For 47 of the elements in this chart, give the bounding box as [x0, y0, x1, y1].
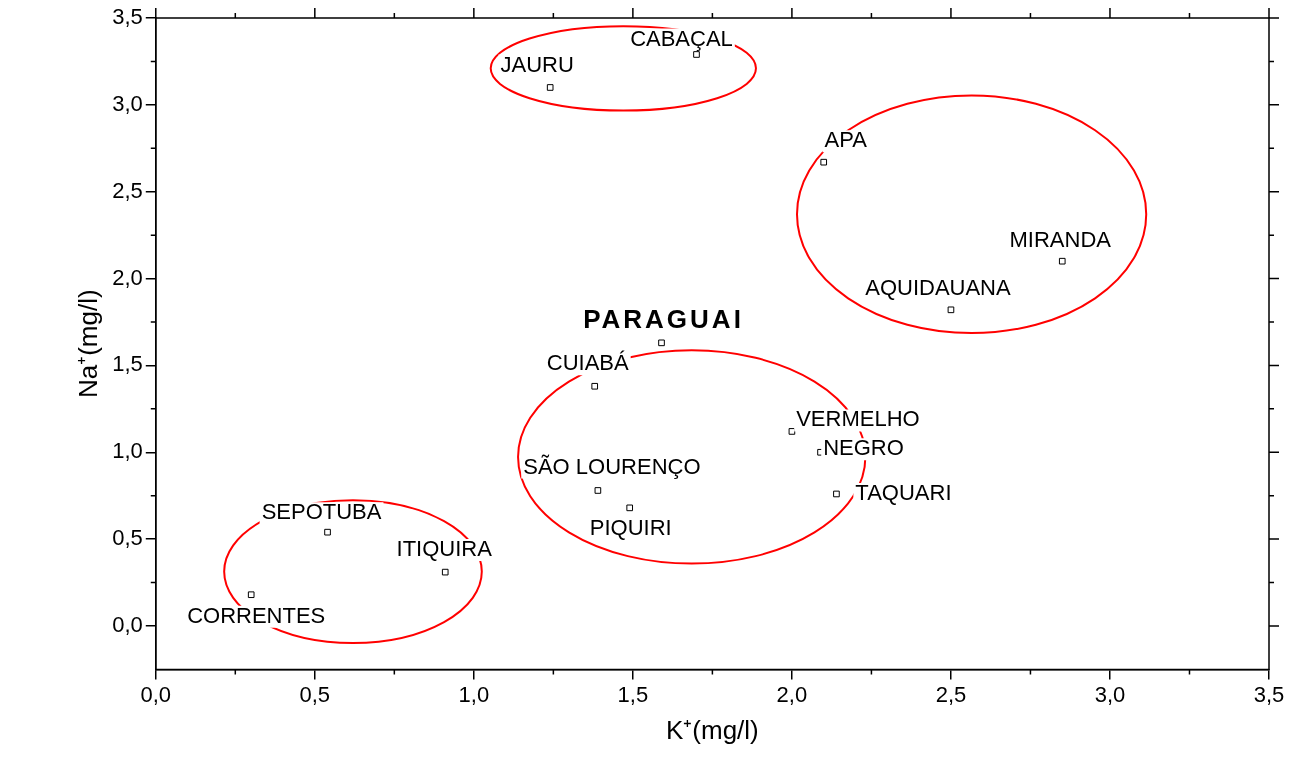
point [324, 528, 331, 536]
y-tick-label: 0,5 [112, 525, 143, 551]
point [591, 382, 599, 390]
annotation: PIQUIRI [589, 514, 672, 540]
point [658, 339, 665, 347]
point [247, 591, 255, 599]
annotation: TAQUARI [855, 480, 952, 506]
annotation: ITIQUIRA [396, 536, 493, 562]
annotation: SÃO LOURENÇO [523, 453, 701, 479]
annotation: PARAGUAI [583, 304, 744, 334]
annotation: CORRENTES [187, 602, 326, 628]
x-tick-label: 3,5 [1253, 681, 1285, 707]
point [833, 490, 840, 498]
x-tick-label: 2,0 [776, 681, 808, 707]
point [693, 51, 700, 58]
point [1058, 257, 1066, 265]
annotation: MIRANDA [1009, 227, 1112, 253]
annotation: SEPOTUBA [261, 499, 382, 525]
x-tick-label: 0,5 [299, 681, 331, 707]
y-tick-label: 2,0 [112, 264, 143, 290]
point [626, 504, 634, 512]
annotation: VERMELHO [796, 406, 920, 432]
point [546, 84, 554, 91]
y-tick-label: 1,5 [112, 351, 143, 377]
x-tick-label: 2,5 [935, 681, 967, 707]
y-axis-title: Na⁺(mg/l) [72, 289, 103, 399]
x-axis-title: K⁺(mg/l) [666, 714, 759, 745]
point [820, 158, 828, 166]
point [947, 306, 955, 314]
annotation: CABAÇAL [630, 25, 733, 51]
x-tick-label: 1,5 [617, 681, 649, 707]
annotation: AQUIDAUANA [865, 274, 1011, 300]
annotation: APA [824, 127, 868, 153]
x-tick-label: 1,0 [458, 681, 490, 707]
annotation: NEGRO [823, 435, 904, 461]
point [594, 487, 602, 494]
x-tick-label: 0,0 [140, 681, 172, 707]
y-tick-label: 3,0 [112, 90, 143, 116]
y-tick-label: 2,5 [112, 177, 143, 203]
annotation: JAURU [500, 51, 574, 77]
y-tick-label: 3,5 [112, 4, 143, 30]
y-tick-label: 1,0 [112, 438, 143, 464]
x-tick-label: 3,0 [1094, 681, 1126, 707]
annotation: CUIABÁ [546, 350, 629, 376]
point [441, 568, 449, 576]
y-tick-label: 0,0 [112, 612, 143, 638]
point [788, 428, 796, 435]
